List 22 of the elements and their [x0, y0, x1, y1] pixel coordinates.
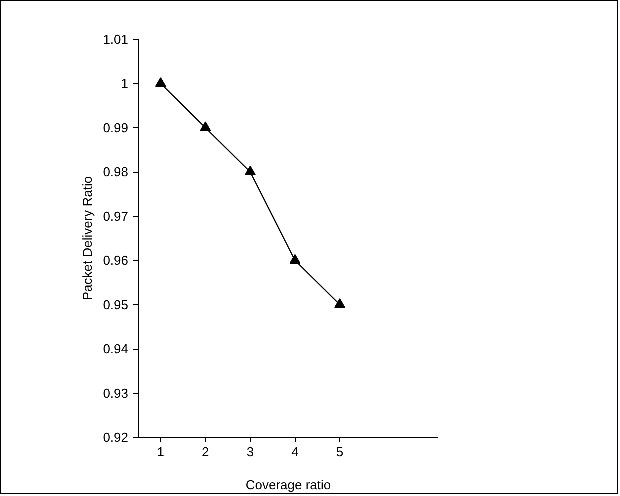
- y-tick-label: 0.96: [103, 253, 129, 268]
- y-tick-label: 0.95: [103, 297, 129, 312]
- point: [334, 298, 346, 308]
- y-axis-title: Packet Delivery Ratio: [80, 176, 96, 301]
- x-tick-label: 3: [246, 444, 254, 460]
- y-tick-label: 0.93: [103, 386, 129, 401]
- point: [290, 254, 301, 264]
- y-tick-label: 1.01: [103, 32, 129, 47]
- y-tick-label: 0.92: [103, 430, 129, 445]
- x-tick-label: 1: [157, 444, 165, 460]
- x-tick-label: 5: [336, 444, 344, 460]
- point: [200, 122, 212, 132]
- x-tick-label: 4: [292, 444, 299, 460]
- y-tick-label: 0.98: [103, 164, 129, 180]
- x-axis-title: Coverage ratio: [246, 478, 332, 492]
- y-tick-label: 0.97: [103, 208, 129, 224]
- point: [244, 166, 256, 176]
- y-tick-label: 1: [121, 76, 129, 92]
- y-tick-label: 0.94: [103, 342, 129, 357]
- y-tick-label: 0.99: [103, 120, 129, 136]
- point: [155, 77, 166, 88]
- x-tick-label: 2: [202, 444, 210, 460]
